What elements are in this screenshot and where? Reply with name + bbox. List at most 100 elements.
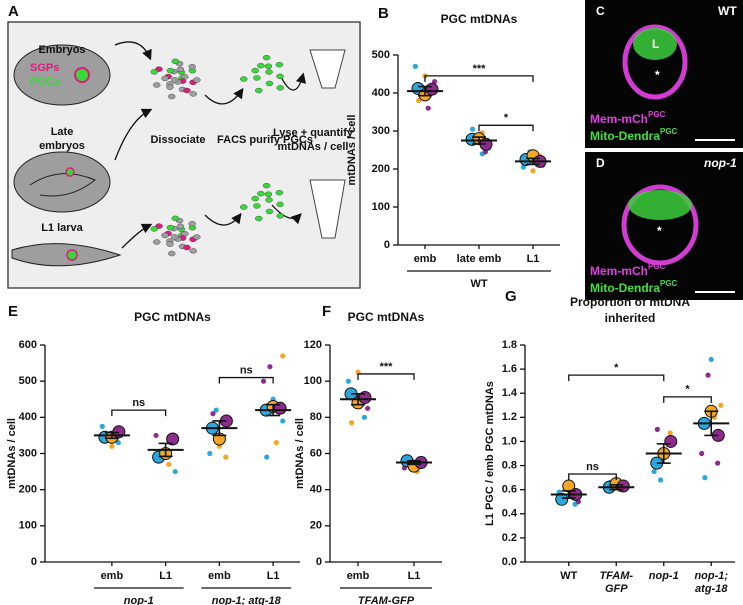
- cell: [183, 87, 191, 94]
- legend-mem: Mem-mChPGC: [590, 262, 666, 278]
- significance-label: *: [504, 112, 509, 124]
- cell: [251, 67, 259, 74]
- cell: [265, 80, 274, 87]
- arrow: [204, 87, 244, 105]
- chart-title: PGC mtDNAs: [134, 310, 211, 324]
- tube: [309, 179, 346, 239]
- panel-a: A Embryos SGPs PGCs Late embryos L1 larv…: [7, 3, 361, 289]
- cell: [255, 87, 263, 94]
- y-tick-label: 1.4: [502, 387, 518, 399]
- y-axis-label: mtDNAs / cell: [346, 115, 358, 186]
- point: [260, 378, 267, 384]
- panel-c: C WT L * Mem-mChPGC Mito-DendraPGC: [585, 0, 743, 148]
- label: Mito-Dendra: [590, 129, 660, 143]
- point: [657, 477, 664, 483]
- panel-d: D nop-1 * Mem-mChPGC Mito-DendraPGC: [585, 152, 743, 300]
- point: [345, 378, 351, 384]
- cell: [264, 63, 273, 69]
- micrograph: [585, 152, 743, 300]
- significance-label: ns: [132, 397, 145, 409]
- significance-bracket: [218, 376, 274, 384]
- significance-bracket: [478, 124, 534, 132]
- cell: [171, 58, 180, 65]
- point: [267, 364, 273, 370]
- panel-letter: C: [596, 4, 605, 18]
- point: [273, 440, 279, 446]
- membrane: [622, 24, 688, 100]
- point: [470, 126, 476, 132]
- x-tick-label: L1: [408, 570, 421, 582]
- cell: [176, 223, 185, 230]
- point: [280, 418, 286, 424]
- y-tick-label: 0: [31, 556, 37, 568]
- cell: [171, 234, 179, 240]
- panel-letter: E: [8, 303, 18, 320]
- point: [109, 443, 115, 449]
- y-tick-label: 0.4: [502, 508, 518, 520]
- cell: [275, 62, 284, 68]
- y-tick-label: 0: [384, 239, 390, 251]
- cell: [276, 213, 284, 219]
- x-tick-label: atg-18: [695, 583, 728, 595]
- replicate-mean: [555, 492, 569, 506]
- cell: [176, 66, 185, 73]
- cell: [276, 201, 284, 208]
- y-tick-label: 100: [304, 375, 322, 387]
- cell: [171, 77, 179, 83]
- cell: [188, 64, 196, 70]
- point: [349, 420, 355, 426]
- significance-bracket: [663, 396, 712, 403]
- label: PGCs: [30, 76, 60, 88]
- cell: [150, 226, 158, 232]
- cell: [168, 250, 176, 257]
- cell: [264, 191, 273, 197]
- significance-label: *: [614, 362, 619, 374]
- x-tick-label: late emb: [457, 253, 502, 265]
- panel-letter: D: [596, 156, 605, 170]
- lobe-label: L: [652, 37, 659, 51]
- legend-mito: Mito-DendraPGC: [590, 127, 678, 143]
- cell: [193, 77, 201, 83]
- y-tick-label: 0.2: [502, 532, 517, 544]
- point: [705, 372, 711, 378]
- superscript: PGC: [648, 262, 666, 271]
- cell: [240, 76, 248, 82]
- significance-label: *: [685, 384, 690, 396]
- cell: [166, 67, 175, 74]
- superscript: PGC: [660, 127, 678, 136]
- panel-letter: F: [322, 303, 331, 320]
- y-tick-label: 0.6: [502, 484, 517, 496]
- label: Lyse + quantify: [273, 127, 354, 139]
- arrow: [279, 72, 307, 91]
- cell: [276, 85, 284, 91]
- membrane: [621, 184, 699, 266]
- superscript: PGC: [660, 279, 678, 288]
- replicate-mean: [664, 434, 678, 448]
- point: [651, 468, 657, 475]
- point: [210, 411, 216, 417]
- point: [166, 461, 172, 467]
- point: [264, 454, 270, 460]
- legend-mem: Mem-mChPGC: [590, 110, 666, 126]
- legend-mito: Mito-DendraPGC: [590, 279, 678, 295]
- arrow: [271, 204, 302, 225]
- genotype: WT: [718, 4, 737, 18]
- cell: [171, 215, 180, 222]
- x-tick-label: nop-1;: [694, 570, 728, 582]
- cell: [150, 69, 158, 75]
- worm-fold: [29, 173, 96, 197]
- label: SGPs: [30, 62, 59, 74]
- cell: [275, 190, 284, 196]
- cell: [193, 234, 201, 240]
- micrograph: [585, 0, 743, 148]
- cell: [153, 239, 161, 245]
- y-tick-label: 1.0: [502, 435, 517, 447]
- nucleus-label: *: [657, 224, 662, 238]
- point: [153, 432, 159, 439]
- point: [530, 168, 536, 174]
- panel-letter: A: [8, 3, 19, 20]
- y-tick-label: 300: [372, 125, 390, 137]
- label: FACS purify PGCs: [217, 134, 313, 146]
- cell: [166, 241, 174, 247]
- x-tick-label: emb: [208, 570, 231, 582]
